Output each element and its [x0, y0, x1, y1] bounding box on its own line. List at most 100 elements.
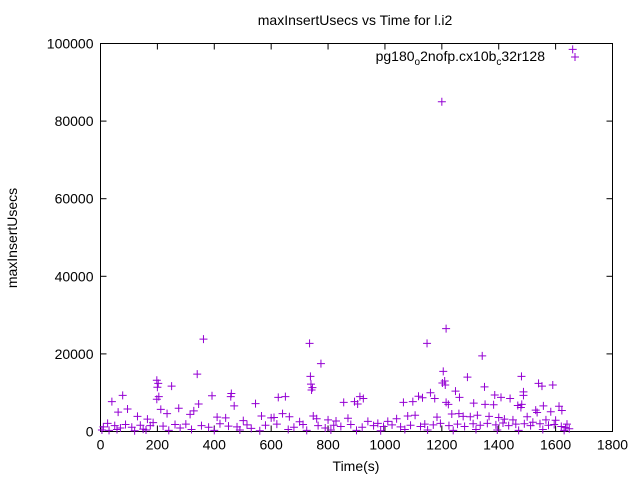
data-point	[508, 415, 517, 424]
data-point	[186, 410, 195, 419]
legend-subscript: o	[415, 57, 421, 68]
y-tick-label: 20000	[55, 346, 94, 362]
data-point	[546, 407, 555, 416]
data-point	[285, 412, 294, 421]
data-point	[451, 387, 460, 396]
data-point	[204, 423, 213, 432]
data-point	[444, 421, 453, 430]
data-point	[163, 409, 172, 418]
legend-text-part: 32r128	[501, 48, 545, 64]
data-point	[352, 426, 361, 435]
data-point	[272, 420, 281, 429]
data-point	[416, 422, 425, 431]
data-point	[193, 370, 202, 379]
data-point	[247, 424, 256, 433]
data-point	[483, 419, 492, 428]
data-point	[152, 395, 161, 404]
data-point	[469, 419, 478, 428]
data-point	[496, 393, 505, 402]
data-point	[143, 415, 152, 424]
data-point	[316, 359, 325, 368]
data-point	[439, 367, 448, 376]
y-tick-label: 100000	[47, 36, 94, 52]
data-point	[537, 382, 546, 391]
data-point	[329, 421, 338, 430]
data-point	[230, 401, 239, 410]
data-point	[476, 421, 485, 430]
data-point	[481, 400, 490, 409]
data-point	[346, 420, 355, 429]
data-point	[324, 415, 333, 424]
data-point	[103, 419, 112, 428]
data-point	[514, 426, 523, 435]
data-point	[255, 426, 264, 435]
data-point	[494, 413, 503, 422]
data-point	[226, 392, 235, 401]
data-point	[123, 404, 132, 413]
data-point	[149, 418, 158, 427]
y-tick-label: 40000	[55, 268, 94, 284]
data-point	[469, 399, 478, 408]
data-point	[174, 404, 183, 413]
data-point	[278, 409, 287, 418]
series-points	[97, 45, 577, 435]
data-point	[541, 415, 550, 424]
legend-marker	[571, 53, 579, 61]
data-point	[239, 416, 248, 425]
legend-subscript: c	[496, 57, 501, 68]
data-point	[444, 400, 453, 409]
data-point	[423, 425, 432, 434]
data-point	[463, 373, 472, 382]
data-point	[478, 351, 487, 360]
x-tick-label: 800	[316, 437, 340, 453]
data-point	[176, 424, 185, 433]
data-point	[326, 425, 335, 434]
data-point	[270, 413, 279, 422]
y-axis: 0 20000 40000 60000 80000 100000	[47, 36, 613, 440]
data-point	[121, 420, 130, 429]
data-point	[235, 425, 244, 434]
data-point	[224, 422, 233, 431]
data-point	[538, 425, 547, 434]
data-point	[453, 420, 462, 429]
data-point	[208, 391, 217, 400]
x-tick-label: 1800	[597, 437, 628, 453]
data-point	[339, 398, 348, 407]
data-point	[485, 412, 494, 421]
data-point	[392, 414, 401, 423]
data-point	[197, 421, 206, 430]
data-point	[189, 406, 198, 415]
data-point	[307, 385, 316, 394]
legend-text-part: pg180	[376, 48, 415, 64]
legend-marker-glyph	[571, 53, 579, 61]
x-tick-label: 600	[259, 437, 283, 453]
data-point	[154, 379, 163, 388]
data-point	[383, 417, 392, 426]
data-point	[159, 422, 168, 431]
data-point	[194, 399, 203, 408]
data-point	[299, 420, 308, 429]
data-point	[116, 424, 125, 433]
data-point	[336, 422, 345, 431]
data-point	[305, 339, 314, 348]
data-point	[359, 394, 368, 403]
data-point	[289, 423, 298, 432]
data-point	[400, 425, 409, 434]
x-tick-label: 1200	[426, 437, 457, 453]
data-point	[535, 419, 544, 428]
data-point	[408, 397, 417, 406]
data-point	[107, 397, 116, 406]
data-point	[500, 415, 509, 424]
data-point	[281, 392, 290, 401]
data-point	[560, 426, 569, 435]
data-point	[526, 421, 535, 430]
data-point	[520, 419, 529, 428]
data-point	[355, 392, 364, 401]
data-point	[550, 420, 559, 429]
data-point	[504, 421, 513, 430]
data-point	[441, 380, 450, 389]
data-point	[215, 419, 224, 428]
data-point	[517, 372, 526, 381]
